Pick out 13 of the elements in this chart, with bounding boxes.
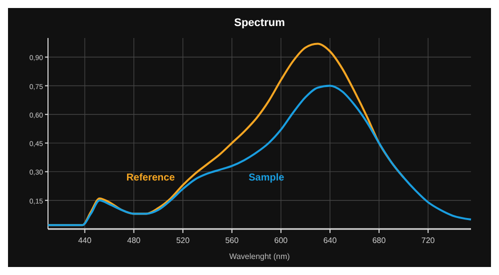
series-label: Sample <box>248 172 285 184</box>
x-tick-label: 720 <box>421 236 436 245</box>
chart-title: Spectrum <box>234 17 286 29</box>
x-tick-label: 640 <box>323 236 338 245</box>
x-tick-label: 560 <box>225 236 240 245</box>
x-tick-label: 480 <box>127 236 142 245</box>
line-series <box>47 84 472 226</box>
x-tick-label: 680 <box>372 236 386 245</box>
x-tick-label: 600 <box>274 236 288 245</box>
x-tick-label: 520 <box>176 236 190 245</box>
x-tick-label: 440 <box>78 236 92 245</box>
x-axis-title: Wavelenght (nm) <box>229 252 290 261</box>
series-label: Reference <box>126 172 176 184</box>
